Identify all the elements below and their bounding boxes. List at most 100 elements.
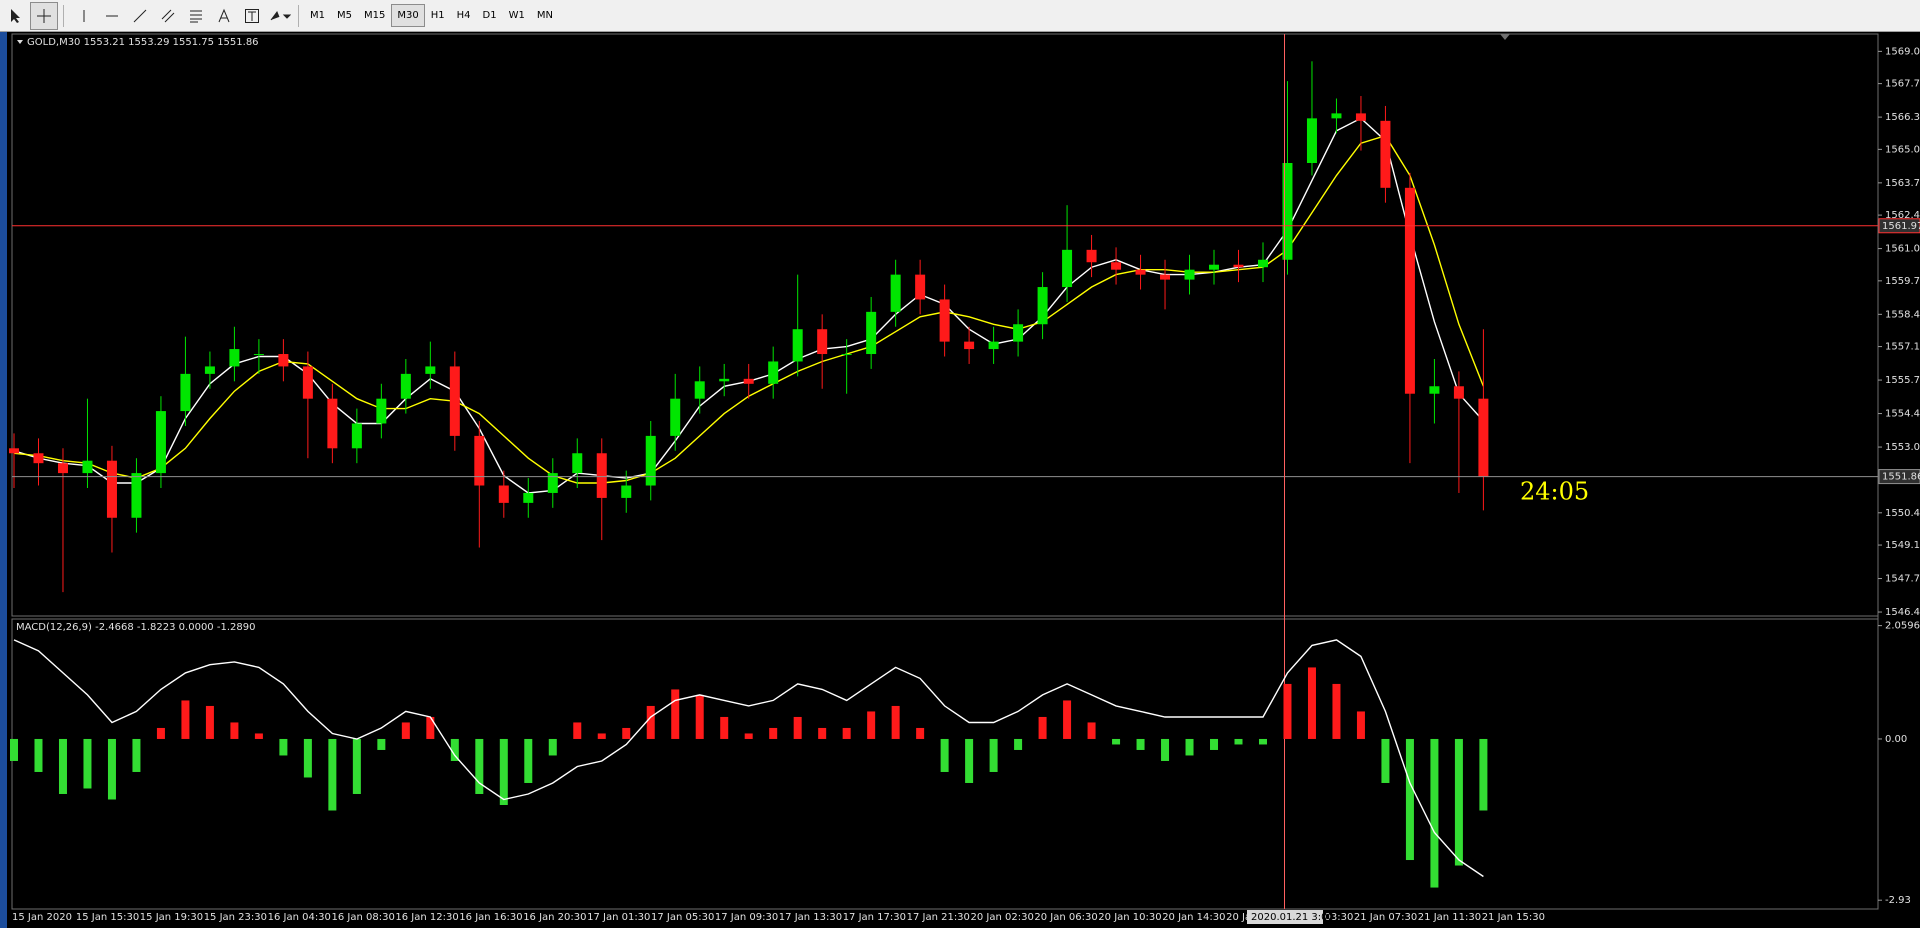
crosshair-label: 2020.01.21 3:00 bbox=[1251, 912, 1334, 923]
y-tick-label: 1557.10 bbox=[1885, 342, 1920, 353]
candle-body bbox=[1478, 398, 1489, 477]
y-tick-label: 1563.70 bbox=[1885, 178, 1920, 189]
timeframe-button[interactable]: M5 bbox=[337, 10, 352, 21]
x-tick-label: 20 Jan 06:30 bbox=[1034, 912, 1097, 923]
x-tick-label: 17 Jan 21:30 bbox=[907, 912, 970, 923]
candle-body bbox=[1429, 386, 1440, 394]
candle-body bbox=[939, 299, 950, 342]
histogram-bar bbox=[1307, 667, 1316, 739]
histogram-bar bbox=[744, 733, 753, 739]
histogram-bar bbox=[352, 738, 361, 794]
candle-body bbox=[645, 435, 656, 486]
x-tick-label: 16 Jan 16:30 bbox=[459, 912, 522, 923]
y-tick-label: 0.00 bbox=[1885, 734, 1907, 745]
channel-tool[interactable] bbox=[155, 3, 181, 29]
candle-body bbox=[1013, 324, 1024, 342]
countdown: 24:05 bbox=[1520, 478, 1589, 506]
cursor-tool[interactable] bbox=[2, 3, 28, 29]
candle-body bbox=[351, 423, 362, 449]
price-level-label: 1561.97 bbox=[1882, 221, 1920, 232]
x-tick-label: 17 Jan 05:30 bbox=[651, 912, 714, 923]
x-tick-label: 16 Jan 12:30 bbox=[395, 912, 458, 923]
y-tick-label: 1559.75 bbox=[1885, 276, 1920, 287]
icon bbox=[11, 8, 20, 23]
candle-body bbox=[1404, 187, 1415, 394]
candle-body bbox=[621, 485, 632, 498]
candle-body bbox=[670, 398, 681, 436]
macd-header: MACD(12,26,9) -2.4668 -1.8223 0.0000 -1.… bbox=[16, 622, 255, 633]
timeframe-button[interactable]: H4 bbox=[456, 10, 471, 21]
y-tick-label: 1549.10 bbox=[1885, 540, 1920, 551]
price-level-box bbox=[1878, 218, 1920, 234]
candle-body bbox=[719, 378, 730, 382]
candle-body bbox=[964, 341, 975, 350]
timeframe-button[interactable]: M15 bbox=[364, 10, 386, 21]
icon bbox=[245, 8, 259, 23]
candle-body bbox=[866, 311, 877, 355]
timeframe-button[interactable]: M30 bbox=[391, 4, 425, 27]
candle-body bbox=[792, 329, 803, 362]
candle-body bbox=[743, 378, 754, 384]
timeframes: M1 M5 M15 M30 H1 H4 D1 W1 MN bbox=[304, 4, 559, 27]
candle-body bbox=[131, 473, 142, 518]
x-tick-label: 16 Jan 04:30 bbox=[268, 912, 331, 923]
candle-body bbox=[817, 329, 828, 355]
arrows-tool[interactable] bbox=[267, 3, 293, 29]
histogram-bar bbox=[989, 738, 998, 772]
histogram-bar bbox=[1381, 738, 1390, 783]
histogram-bar bbox=[769, 727, 778, 739]
trendline-tool[interactable] bbox=[127, 3, 153, 29]
icon bbox=[270, 10, 291, 20]
crosshair-tool[interactable] bbox=[30, 1, 58, 30]
x-tick-label: 17 Jan 13:30 bbox=[779, 912, 842, 923]
fibo-tool[interactable] bbox=[183, 3, 209, 29]
candle-body bbox=[33, 453, 44, 464]
histogram-bar bbox=[1087, 722, 1096, 739]
candle-body bbox=[1380, 120, 1391, 188]
histogram-bar bbox=[940, 738, 949, 772]
candle-body bbox=[1184, 269, 1195, 280]
histogram-bar bbox=[573, 722, 582, 739]
histogram-bar bbox=[450, 738, 459, 761]
label-tool[interactable] bbox=[239, 3, 265, 29]
y-tick-label: 1554.40 bbox=[1885, 409, 1920, 420]
histogram-bar bbox=[965, 738, 974, 783]
timeframe-button[interactable]: H1 bbox=[430, 10, 445, 21]
histogram-bar bbox=[279, 738, 288, 756]
candle-body bbox=[523, 492, 534, 503]
candle-body bbox=[498, 485, 509, 503]
timeframe-button[interactable]: M1 bbox=[310, 10, 325, 21]
x-tick-label: 20 Jan 14:30 bbox=[1162, 912, 1225, 923]
text-tool[interactable] bbox=[211, 3, 237, 29]
hline-tool[interactable] bbox=[99, 3, 125, 29]
candle-body bbox=[106, 460, 117, 518]
candle-body bbox=[9, 448, 19, 454]
candle-body bbox=[1282, 163, 1293, 260]
timeframe-button[interactable]: W1 bbox=[508, 10, 525, 21]
x-tick-label: 17 Jan 09:30 bbox=[715, 912, 778, 923]
histogram-bar bbox=[1136, 738, 1145, 750]
histogram-bar bbox=[524, 738, 533, 783]
vline-tool[interactable] bbox=[71, 3, 97, 29]
histogram-bar bbox=[1210, 738, 1219, 750]
candle-body bbox=[82, 460, 93, 474]
histogram-bar bbox=[1405, 738, 1414, 861]
histogram-bar bbox=[377, 738, 386, 750]
candle-body bbox=[1306, 118, 1317, 164]
histogram-bar bbox=[230, 722, 239, 739]
timeframe-button[interactable]: MN bbox=[536, 10, 553, 21]
candle-body bbox=[768, 361, 779, 384]
histogram-bar bbox=[622, 727, 631, 739]
histogram-bar bbox=[867, 711, 876, 739]
candle-body bbox=[1160, 274, 1171, 280]
candle-body bbox=[449, 366, 460, 436]
timeframe-button[interactable]: D1 bbox=[482, 10, 497, 21]
histogram-bar bbox=[10, 738, 18, 761]
histogram-bar bbox=[1038, 716, 1047, 739]
histogram-bar bbox=[1014, 738, 1023, 750]
histogram-bar bbox=[401, 722, 410, 739]
y-tick-label: 1562.40 bbox=[1885, 210, 1920, 221]
x-tick-label: 15 Jan 23:30 bbox=[204, 912, 267, 923]
histogram-bar bbox=[1356, 711, 1365, 739]
